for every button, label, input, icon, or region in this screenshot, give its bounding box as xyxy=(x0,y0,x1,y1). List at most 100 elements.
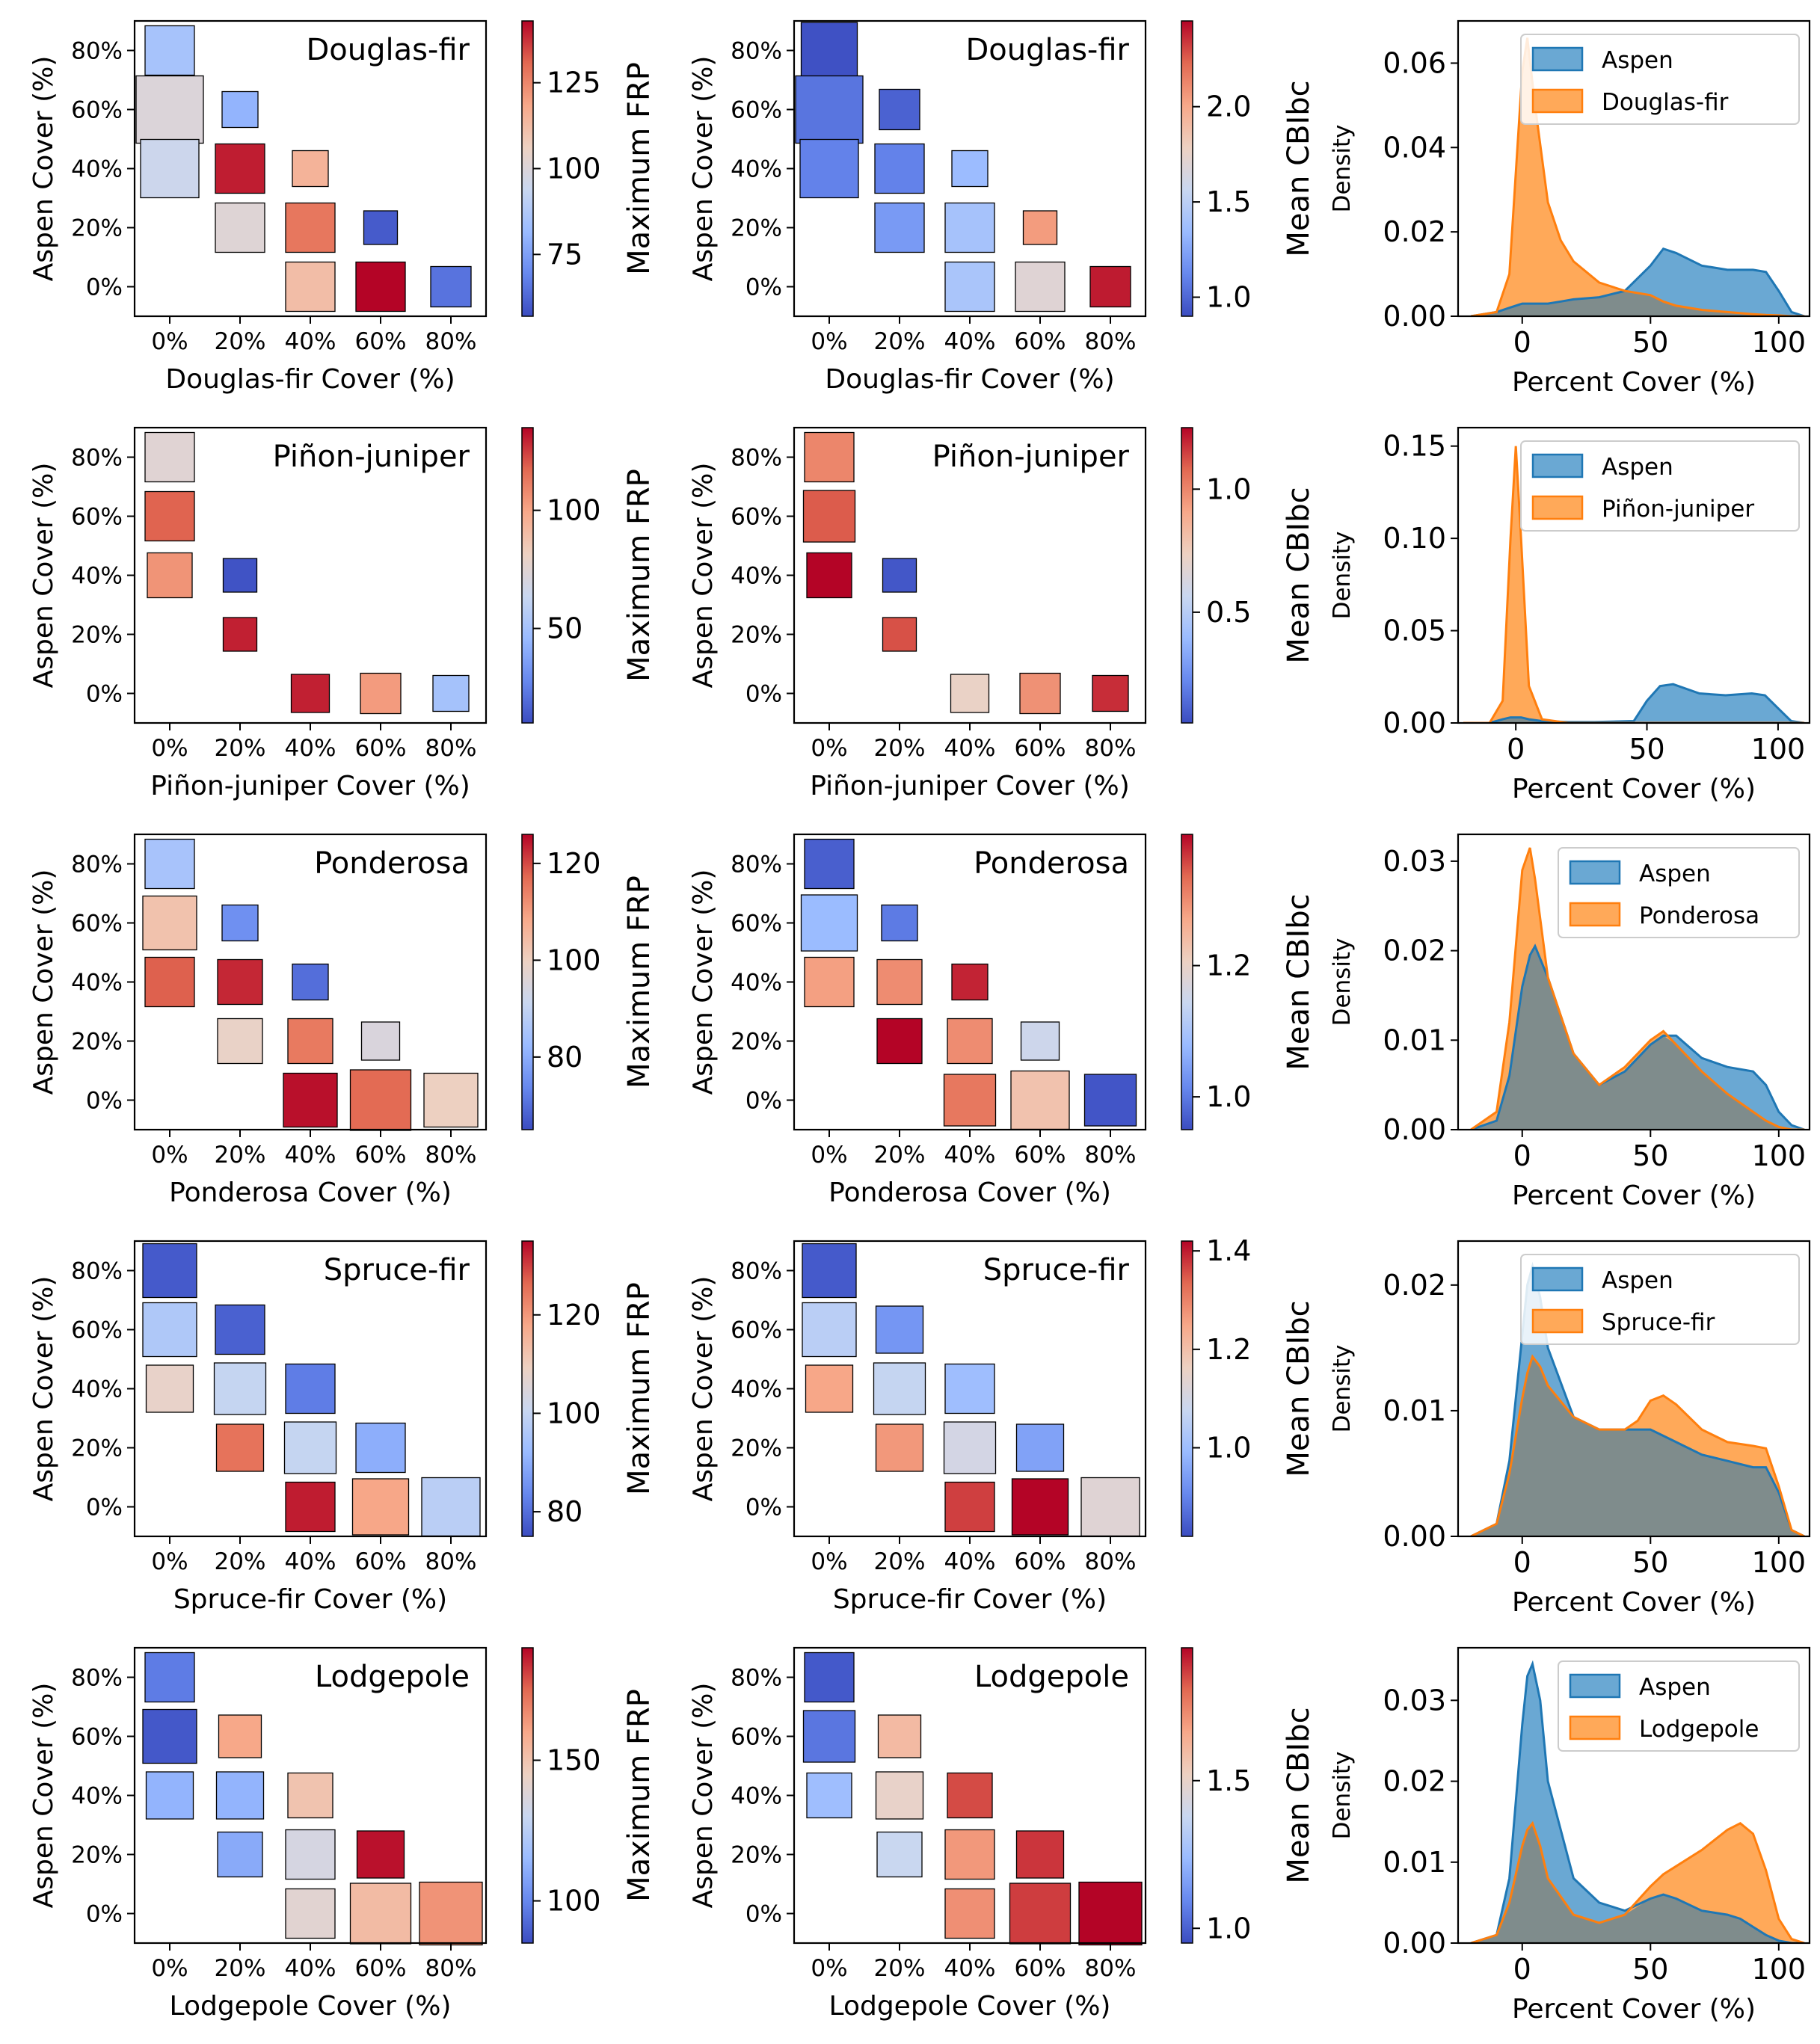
subplot-density-4: 0 50 100 0.00 0.01 0.02 0.03 Percent Cover (%) D… xyxy=(1329,1646,1811,2025)
x-tick-label: 80% xyxy=(425,328,477,355)
axes-frame xyxy=(1457,426,1811,724)
density-overlap xyxy=(1471,1356,1805,1536)
density-line-lodgepole xyxy=(1470,1820,1805,1943)
heatmap-cell xyxy=(1092,674,1129,712)
colorbar-label: Maximum FRP xyxy=(622,1689,657,1902)
heatmap-cell xyxy=(287,1772,333,1819)
heatmap-cell xyxy=(877,1714,922,1758)
y-tick-label: 20% xyxy=(731,1029,782,1056)
heatmap-cells xyxy=(800,838,1137,1130)
x-axis-label: Spruce-fir Cover (%) xyxy=(173,1584,447,1615)
y-tick-label: 60% xyxy=(731,1317,782,1344)
heatmap-cell xyxy=(795,75,864,144)
y-tick-label: 40% xyxy=(71,970,123,997)
y-axis-label: Aspen Cover (%) xyxy=(688,1276,719,1502)
y-tick-label: 60% xyxy=(731,911,782,938)
y-tick-label: 0.00 xyxy=(1383,707,1446,739)
heatmap-cell xyxy=(1011,1478,1069,1536)
axes-frame xyxy=(1457,1240,1811,1538)
x-tick-label: 60% xyxy=(355,1955,407,1982)
subplot-frp-4: 0% 20% 40% 60% 80% 0% 20% 40% 60% 80% Lodgepole Co… xyxy=(28,1646,657,2022)
legend-swatch-ponderosa xyxy=(1569,902,1621,927)
heatmap-cell xyxy=(805,1364,854,1413)
colorbar xyxy=(521,20,534,317)
colorbar xyxy=(521,1647,534,1944)
heatmap-cell xyxy=(285,1888,336,1939)
y-tick-label: 20% xyxy=(731,622,782,649)
legend: Aspen Spruce-fir xyxy=(1520,1254,1800,1345)
y-tick-label: 0.02 xyxy=(1383,935,1446,967)
heatmap-cells xyxy=(135,25,472,313)
legend-swatch-piñon-juniper xyxy=(1531,495,1584,520)
panel-title: Spruce-fir xyxy=(983,1253,1130,1287)
y-tick-label: 60% xyxy=(71,504,123,531)
heatmap-cell xyxy=(1015,1423,1065,1472)
subplot-cbi-0: 0% 20% 40% 60% 80% 0% 20% 40% 60% 80% Douglas-fir … xyxy=(688,19,1316,395)
legend: Aspen Piñon-juniper xyxy=(1520,440,1800,532)
x-axis-label: Douglas-fir Cover (%) xyxy=(165,364,455,395)
heatmap-cell xyxy=(351,1478,410,1536)
y-tick-label: 20% xyxy=(71,622,123,649)
heatmap-cell xyxy=(875,1423,924,1472)
x-tick-label: 20% xyxy=(874,735,926,762)
x-axis-label: Percent Cover (%) xyxy=(1512,774,1756,804)
heatmap-cell xyxy=(292,150,329,188)
heatmap-cell xyxy=(1009,1883,1072,1945)
heatmap-cell xyxy=(950,674,990,713)
subplot-cbi-2: 0% 20% 40% 60% 80% 0% 20% 40% 60% 80% Ponderosa Co… xyxy=(688,833,1316,1208)
heatmap-cell xyxy=(144,956,195,1008)
x-tick-label: 0 xyxy=(1513,1546,1531,1579)
x-tick-label: 60% xyxy=(355,1142,407,1169)
x-axis-label: Piñon-juniper Cover (%) xyxy=(150,771,470,801)
heatmap-cell xyxy=(283,1072,338,1128)
legend: Aspen Douglas-fir xyxy=(1520,34,1800,125)
colorbar-tick-label: 100 xyxy=(547,1885,601,1918)
y-tick-label: 60% xyxy=(71,1724,123,1751)
x-tick-label: 100 xyxy=(1751,733,1806,766)
heatmap-cell xyxy=(142,1302,197,1358)
colorbar-tick-label: 1.4 xyxy=(1206,1234,1251,1267)
density-series-group xyxy=(1463,446,1805,723)
y-tick-label: 20% xyxy=(731,215,782,242)
colorbar-label: Maximum FRP xyxy=(622,469,657,682)
y-tick-label: 80% xyxy=(71,1258,123,1285)
x-axis-label: Ponderosa Cover (%) xyxy=(169,1178,452,1208)
colorbar-tick-label: 1.2 xyxy=(1206,949,1251,982)
heatmap-cell xyxy=(800,22,858,79)
density-fill-aspen xyxy=(1463,684,1804,723)
y-axis-label: Aspen Cover (%) xyxy=(28,56,59,282)
colorbar-label: Mean CBIbc xyxy=(1282,80,1316,256)
y-axis-label: Aspen Cover (%) xyxy=(28,1683,59,1909)
panel-title: Lodgepole xyxy=(974,1660,1129,1694)
y-axis-label: Density xyxy=(1329,532,1356,620)
x-axis-label: Percent Cover (%) xyxy=(1512,367,1756,398)
heatmap-cell xyxy=(876,958,923,1006)
heatmap-cell xyxy=(147,552,193,599)
x-tick-label: 50 xyxy=(1632,1546,1668,1579)
x-tick-label: 20% xyxy=(874,1955,926,1982)
heatmap-cell xyxy=(215,1304,265,1355)
x-tick-label: 80% xyxy=(1085,1142,1137,1169)
colorbar-label: Mean CBIbc xyxy=(1282,1707,1316,1883)
legend-swatch-aspen xyxy=(1531,46,1584,72)
x-tick-label: 40% xyxy=(944,1955,996,1982)
x-tick-label: 0% xyxy=(811,1548,847,1575)
x-tick-label: 0 xyxy=(1513,1953,1531,1986)
x-tick-label: 0% xyxy=(811,328,847,355)
heatmap-cells xyxy=(802,1243,1140,1537)
y-axis-label: Aspen Cover (%) xyxy=(28,1276,59,1502)
heatmap-cell xyxy=(144,25,195,76)
y-axis-label: Aspen Cover (%) xyxy=(28,869,59,1095)
x-tick-label: 60% xyxy=(1015,735,1066,762)
panel-title: Lodgepole xyxy=(315,1660,470,1694)
heatmap-cell xyxy=(218,1714,262,1758)
heatmap-cells xyxy=(802,431,1129,715)
x-axis-label: Percent Cover (%) xyxy=(1512,1994,1756,2025)
heatmap-cell xyxy=(944,202,995,253)
heatmap-cell xyxy=(881,904,918,942)
heatmap-cell xyxy=(944,261,995,313)
colorbar-tick-label: 80 xyxy=(547,1041,582,1074)
y-axis-label: Aspen Cover (%) xyxy=(688,869,719,1095)
heatmap-cell xyxy=(360,1021,401,1061)
colorbar-tick-label: 1.0 xyxy=(1206,281,1251,314)
